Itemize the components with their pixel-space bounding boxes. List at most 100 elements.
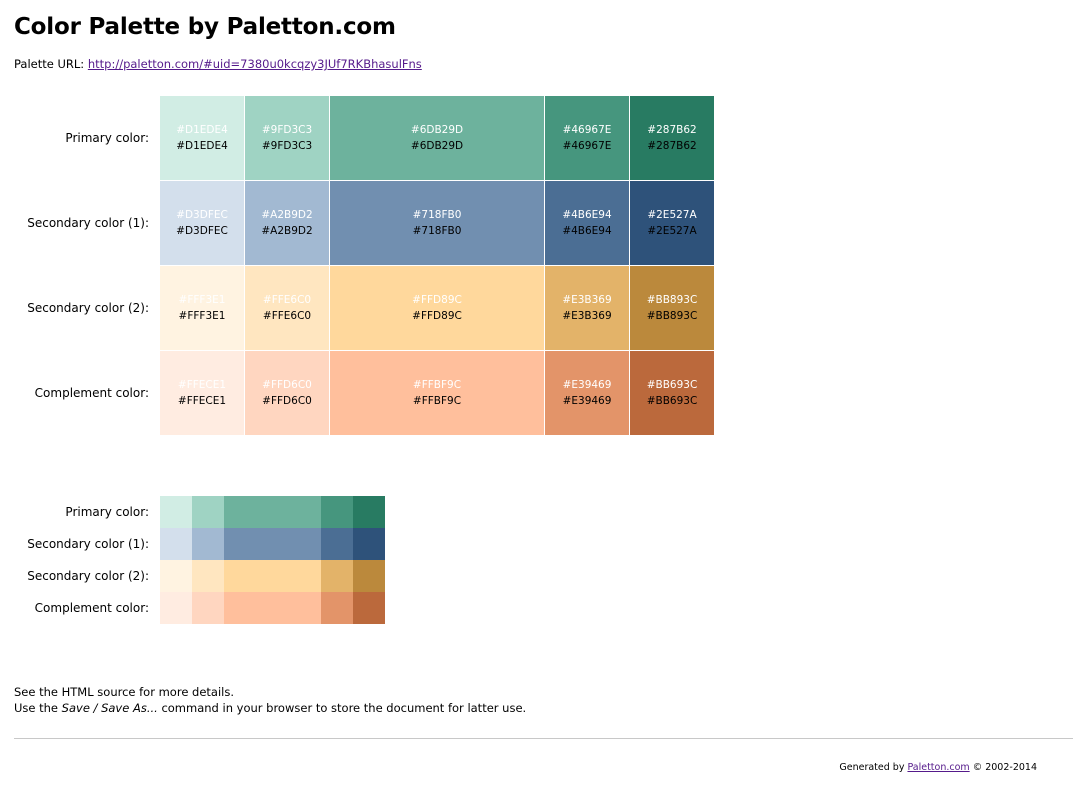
big-row-label: Primary color: (65, 131, 149, 145)
color-swatch: #287B62 #287B62 (630, 96, 715, 181)
small-palette-grid (160, 496, 385, 624)
color-swatch: #E39469 #E39469 (545, 351, 630, 436)
hex-label-light: #FFF3E1 (178, 294, 226, 306)
palette-url-label: Palette URL: (14, 57, 85, 71)
color-swatch: #6DB29D #6DB29D (330, 96, 545, 181)
footer-paletton-link[interactable]: Paletton.com (907, 762, 970, 773)
hex-label-dark: #FFD89C (412, 310, 462, 322)
palette-url-link[interactable]: http://paletton.com/#uid=7380u0kcqzy3JUf… (87, 57, 422, 71)
footer-suffix: © 2002-2014 (969, 762, 1037, 773)
hex-label-dark: #FFECE1 (177, 395, 227, 407)
color-swatch: #BB693C #BB693C (630, 351, 715, 436)
small-color-swatch (192, 592, 224, 624)
small-color-swatch (192, 496, 224, 528)
small-color-swatch (321, 496, 353, 528)
hex-label-dark: #E39469 (562, 395, 612, 407)
notes-line-2-suffix: command in your browser to store the doc… (157, 701, 527, 715)
hex-label-dark: #6DB29D (410, 140, 464, 152)
palette-url-line: Palette URL: http://paletton.com/#uid=73… (14, 57, 422, 71)
notes-line-1: See the HTML source for more details. (14, 685, 235, 699)
hex-label-light: #FFD89C (412, 294, 462, 306)
hex-label-light: #718FB0 (412, 209, 462, 221)
hex-label-light: #46967E (562, 124, 612, 136)
small-color-swatch (192, 560, 224, 592)
color-swatch: #E3B369 #E3B369 (545, 266, 630, 351)
small-color-swatch (224, 592, 321, 624)
notes-line-2-prefix: Use the (14, 701, 62, 715)
notes: See the HTML source for more details. Us… (14, 684, 526, 716)
small-color-swatch (321, 528, 353, 560)
color-swatch: #FFE6C0 #FFE6C0 (245, 266, 330, 351)
hex-label-light: #287B62 (647, 124, 697, 136)
hex-label-light: #D3DFEC (176, 209, 228, 221)
small-color-swatch (353, 528, 385, 560)
hex-label-light: #E39469 (562, 379, 612, 391)
big-palette-grid: #D1EDE4 #D1EDE4 #9FD3C3 #9FD3C3 #6DB29D #6DB2… (160, 96, 715, 436)
small-row-label: Secondary color (1): (27, 537, 149, 551)
small-color-swatch (224, 560, 321, 592)
color-swatch: #2E527A #2E527A (630, 181, 715, 266)
footer-divider (14, 738, 1073, 739)
hex-label-dark: #718FB0 (412, 225, 462, 237)
small-color-swatch (224, 528, 321, 560)
color-swatch: #FFD89C #FFD89C (330, 266, 545, 351)
hex-label-dark: #2E527A (647, 225, 697, 237)
hex-label-light: #FFD6C0 (262, 379, 312, 391)
color-swatch: #FFECE1 #FFECE1 (160, 351, 245, 436)
hex-label-light: #6DB29D (410, 124, 464, 136)
hex-label-dark: #E3B369 (562, 310, 612, 322)
small-row-label: Primary color: (65, 505, 149, 519)
hex-label-dark: #FFD6C0 (262, 395, 312, 407)
hex-label-dark: #BB893C (646, 310, 698, 322)
hex-label-light: #9FD3C3 (261, 124, 313, 136)
notes-save-command: Save / Save As... (61, 701, 158, 715)
small-color-swatch (160, 560, 192, 592)
hex-label-light: #BB893C (646, 294, 698, 306)
big-row-label: Secondary color (1): (27, 216, 149, 230)
hex-label-dark: #A2B9D2 (261, 225, 313, 237)
hex-label-dark: #287B62 (647, 140, 697, 152)
small-color-swatch (160, 496, 192, 528)
notes-line-2: Use the Save / Save As... command in you… (14, 700, 526, 716)
color-swatch: #9FD3C3 #9FD3C3 (245, 96, 330, 181)
hex-label-light: #BB693C (646, 379, 698, 391)
hex-label-light: #FFBF9C (412, 379, 462, 391)
color-swatch: #FFBF9C #FFBF9C (330, 351, 545, 436)
hex-label-dark: #BB693C (646, 395, 698, 407)
big-row-label: Secondary color (2): (27, 301, 149, 315)
hex-label-light: #E3B369 (562, 294, 612, 306)
hex-label-dark: #FFBF9C (412, 395, 462, 407)
color-swatch: #D1EDE4 #D1EDE4 (160, 96, 245, 181)
hex-label-dark: #46967E (562, 140, 612, 152)
hex-label-light: #4B6E94 (562, 209, 612, 221)
color-swatch: #46967E #46967E (545, 96, 630, 181)
small-color-swatch (321, 592, 353, 624)
footer: Generated by Paletton.com © 2002-2014 (839, 762, 1037, 773)
hex-label-dark: #D1EDE4 (176, 140, 228, 152)
color-swatch: #4B6E94 #4B6E94 (545, 181, 630, 266)
footer-prefix: Generated by (839, 762, 908, 773)
hex-label-dark: #4B6E94 (562, 225, 612, 237)
small-row-label: Complement color: (34, 601, 149, 615)
hex-label-dark: #FFE6C0 (262, 310, 312, 322)
color-swatch: #718FB0 #718FB0 (330, 181, 545, 266)
big-row-label: Complement color: (34, 386, 149, 400)
small-color-swatch (224, 496, 321, 528)
color-swatch: #BB893C #BB893C (630, 266, 715, 351)
small-color-swatch (192, 528, 224, 560)
hex-label-light: #D1EDE4 (176, 124, 228, 136)
small-row-label: Secondary color (2): (27, 569, 149, 583)
hex-label-dark: #9FD3C3 (261, 140, 313, 152)
hex-label-light: #FFECE1 (177, 379, 227, 391)
color-swatch: #D3DFEC #D3DFEC (160, 181, 245, 266)
hex-label-dark: #FFF3E1 (178, 310, 226, 322)
hex-label-light: #A2B9D2 (261, 209, 313, 221)
small-color-swatch (353, 496, 385, 528)
small-color-swatch (160, 528, 192, 560)
small-color-swatch (321, 560, 353, 592)
hex-label-light: #2E527A (647, 209, 697, 221)
small-color-swatch (160, 592, 192, 624)
page-title: Color Palette by Paletton.com (14, 14, 396, 40)
hex-label-dark: #D3DFEC (176, 225, 228, 237)
color-swatch: #A2B9D2 #A2B9D2 (245, 181, 330, 266)
